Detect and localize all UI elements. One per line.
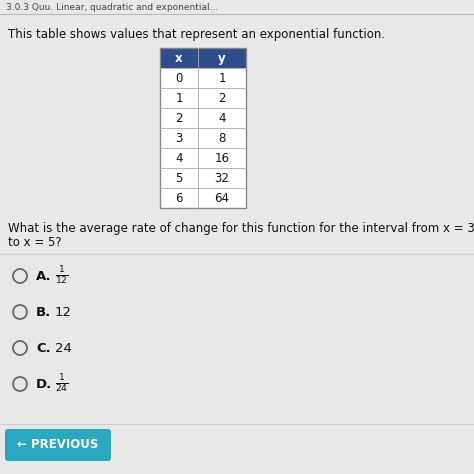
Bar: [160, 68, 246, 88]
Text: 1: 1: [175, 91, 183, 104]
Text: B.: B.: [36, 306, 51, 319]
Bar: [160, 48, 246, 208]
Bar: [160, 188, 246, 208]
Bar: [160, 168, 246, 188]
Text: x: x: [175, 52, 183, 64]
Bar: [160, 108, 246, 128]
Text: 3: 3: [175, 131, 182, 145]
FancyBboxPatch shape: [5, 429, 111, 461]
Bar: [160, 88, 246, 108]
Text: y: y: [218, 52, 226, 64]
Text: 8: 8: [219, 131, 226, 145]
Text: D.: D.: [36, 377, 52, 391]
Bar: [160, 128, 246, 148]
Text: ← PREVIOUS: ← PREVIOUS: [18, 438, 99, 452]
Text: 16: 16: [215, 152, 229, 164]
Text: 32: 32: [215, 172, 229, 184]
Text: 2: 2: [175, 111, 183, 125]
Text: 12: 12: [55, 306, 72, 319]
Text: 3.0.3 Quu. Linear, quadratic and exponential...: 3.0.3 Quu. Linear, quadratic and exponen…: [6, 2, 218, 11]
Text: to x = 5?: to x = 5?: [8, 236, 62, 249]
Text: C.: C.: [36, 341, 51, 355]
Text: 5: 5: [175, 172, 182, 184]
Text: This table shows values that represent an exponential function.: This table shows values that represent a…: [8, 28, 385, 41]
Text: 6: 6: [175, 191, 183, 204]
Bar: [160, 148, 246, 168]
Text: 4: 4: [175, 152, 183, 164]
Text: 2: 2: [218, 91, 226, 104]
Text: 1: 1: [218, 72, 226, 84]
Text: $\frac{1}{12}$: $\frac{1}{12}$: [55, 265, 69, 287]
Text: 0: 0: [175, 72, 182, 84]
Text: $\frac{1}{24}$: $\frac{1}{24}$: [55, 373, 69, 395]
Text: 64: 64: [215, 191, 229, 204]
Text: 4: 4: [218, 111, 226, 125]
Bar: [160, 48, 246, 68]
Text: 24: 24: [55, 341, 72, 355]
Text: What is the average rate of change for this function for the interval from x = 3: What is the average rate of change for t…: [8, 222, 474, 235]
Text: A.: A.: [36, 270, 52, 283]
